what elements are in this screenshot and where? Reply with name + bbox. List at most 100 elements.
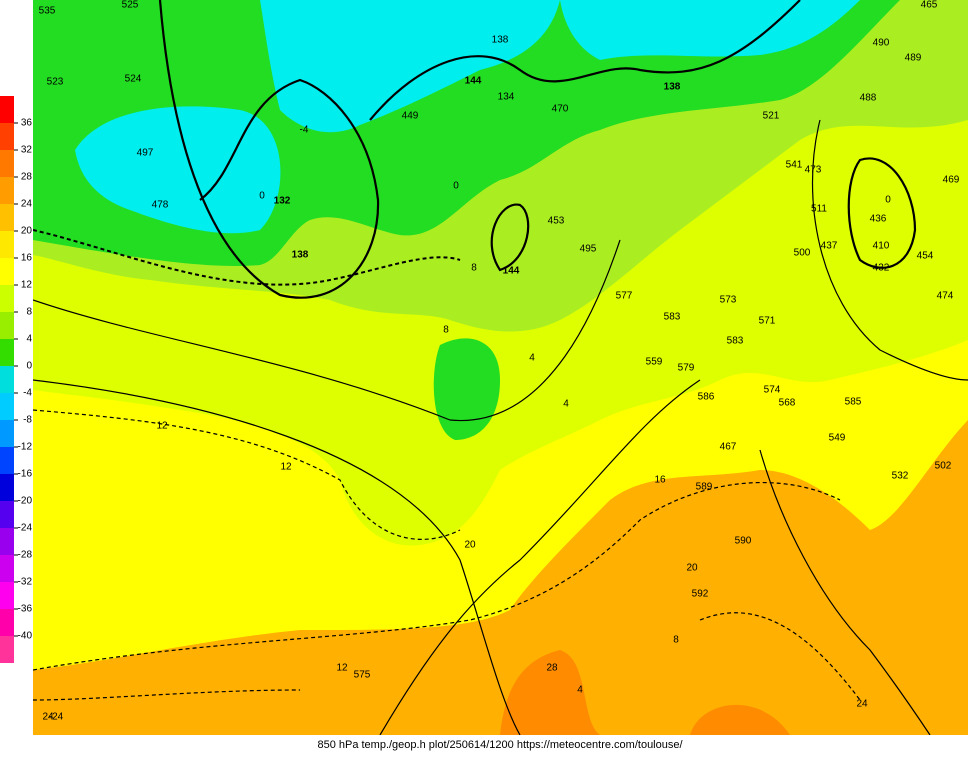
station-label: 535: [39, 6, 56, 17]
station-label: 432: [873, 263, 890, 274]
colorbar-band: [0, 474, 14, 501]
colorbar-label: -40: [18, 631, 33, 642]
colorbar-band: [0, 366, 14, 393]
station-label: 532: [892, 471, 909, 482]
station-label: 549: [829, 433, 846, 444]
station-label: 478: [152, 200, 169, 211]
station-label: 467: [720, 442, 737, 453]
colorbar-band: [0, 150, 14, 177]
colorbar-band: [0, 204, 14, 231]
station-label: 474: [937, 291, 954, 302]
station-label: 465: [921, 0, 938, 11]
colorbar-label: -16: [18, 469, 33, 480]
station-label: 568: [779, 398, 796, 409]
contour-label: 24: [856, 699, 868, 710]
station-label: 453: [548, 216, 565, 227]
contour-label: 4: [577, 685, 583, 696]
contour-label: 8: [673, 635, 679, 646]
station-label: 454: [917, 251, 934, 262]
station-label: 436: [870, 214, 887, 225]
contour-label: 8: [443, 325, 449, 336]
station-label: 541: [786, 160, 803, 171]
map-area: [33, 0, 968, 735]
colorbar-band: [0, 528, 14, 555]
station-label: 575: [354, 670, 371, 681]
colorbar-band: [0, 393, 14, 420]
colorbar-label: 0: [26, 361, 32, 372]
colorbar-label: -36: [18, 604, 33, 615]
colorbar-label: -12: [18, 442, 33, 453]
contour-label: -4: [300, 125, 309, 136]
station-label: 525: [122, 0, 139, 11]
colorbar-label: -4: [23, 388, 32, 399]
station-label: 590: [735, 536, 752, 547]
station-label: 583: [727, 336, 744, 347]
contour-label: 12: [156, 421, 168, 432]
station-label: 502: [935, 461, 952, 472]
colorbar-label: 4: [26, 334, 32, 345]
colorbar-label: 16: [21, 253, 33, 264]
station-label: 589: [696, 482, 713, 493]
colorbar-band: [0, 123, 14, 150]
colorbar-band: [0, 231, 14, 258]
colorbar-label: 12: [21, 280, 33, 291]
station-label: 523: [47, 77, 64, 88]
station-label: 469: [943, 175, 960, 186]
colorbar-band: [0, 609, 14, 636]
colorbar-band: [0, 501, 14, 528]
station-label: 586: [698, 392, 715, 403]
colorbar-band: [0, 447, 14, 474]
colorbar-label: -24: [18, 523, 33, 534]
contour-label: -24: [49, 712, 64, 723]
station-label: 573: [720, 295, 737, 306]
contour-label: 132: [274, 196, 291, 207]
station-label: 521: [763, 111, 780, 122]
station-label: 410: [873, 241, 890, 252]
contour-label: 144: [465, 76, 482, 87]
station-label: 511: [811, 204, 827, 215]
station-label: 470: [552, 104, 569, 115]
station-label: 497: [137, 148, 154, 159]
contour-label: 4: [529, 353, 535, 364]
colorbar-label: 28: [21, 172, 33, 183]
station-label: 571: [759, 316, 776, 327]
colorbar-band: [0, 582, 14, 609]
colorbar-label: 20: [21, 226, 33, 237]
station-label: 488: [860, 93, 877, 104]
colorbar-band: [0, 636, 14, 663]
colorbar-band: [0, 285, 14, 312]
colorbar-label: -28: [18, 550, 33, 561]
colorbar-band: [0, 177, 14, 204]
station-label: 437: [821, 241, 838, 252]
colorbar-label: 32: [21, 145, 33, 156]
station-label: 559: [646, 357, 663, 368]
colorbar-label: -32: [18, 577, 33, 588]
station-label: 489: [905, 53, 922, 64]
colorbar-label: -8: [23, 415, 32, 426]
colorbar-label: -20: [18, 496, 33, 507]
station-label: 577: [616, 291, 633, 302]
colorbar-band: [0, 555, 14, 582]
colorbar-band: [0, 96, 14, 123]
colorbar-band: [0, 312, 14, 339]
contour-label: 138: [292, 250, 309, 261]
station-label: 473: [805, 165, 822, 176]
contour-label: 0: [453, 181, 459, 192]
contour-label: 138: [492, 35, 509, 46]
station-label: 585: [845, 397, 862, 408]
contour-label: 134: [498, 92, 515, 103]
contour-label: 8: [471, 263, 477, 274]
colorbar-label: 8: [26, 307, 32, 318]
colorbar: 36322824201612840-4-8-12-16-20-24-28-32-…: [0, 96, 32, 663]
contour-label: 12: [280, 462, 292, 473]
station-label: 490: [873, 38, 890, 49]
colorbar-band: [0, 420, 14, 447]
colorbar-band: [0, 339, 14, 366]
station-label: 579: [678, 363, 695, 374]
station-label: 524: [125, 74, 142, 85]
contour-label: 12: [336, 663, 348, 674]
station-label: 500: [794, 248, 811, 259]
station-label: 449: [402, 111, 419, 122]
contour-label: 20: [686, 563, 698, 574]
station-label: 495: [580, 244, 597, 255]
